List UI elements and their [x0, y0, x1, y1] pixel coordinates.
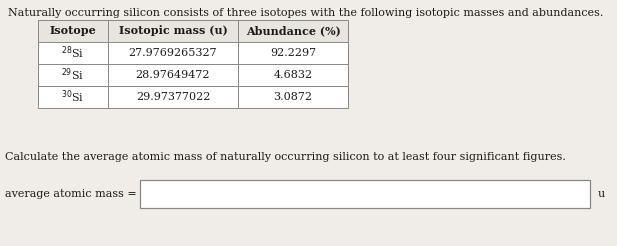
Bar — [108, 64, 238, 86]
Text: 28.97649472: 28.97649472 — [136, 70, 210, 80]
Bar — [108, 20, 238, 42]
Text: 27.9769265327: 27.9769265327 — [129, 48, 217, 58]
Text: $^{29}$Si: $^{29}$Si — [62, 67, 85, 83]
Bar — [140, 180, 590, 208]
Text: 3.0872: 3.0872 — [273, 92, 312, 102]
Bar — [238, 20, 348, 42]
Bar — [238, 64, 348, 86]
Text: Isotopic mass (u): Isotopic mass (u) — [118, 26, 228, 36]
Text: Isotope: Isotope — [49, 26, 96, 36]
Text: 4.6832: 4.6832 — [273, 70, 313, 80]
Text: Abundance (%): Abundance (%) — [246, 26, 341, 36]
Bar — [108, 42, 238, 64]
Text: 92.2297: 92.2297 — [270, 48, 316, 58]
Text: $^{30}$Si: $^{30}$Si — [61, 89, 85, 105]
Bar — [108, 86, 238, 108]
Text: Calculate the average atomic mass of naturally occurring silicon to at least fou: Calculate the average atomic mass of nat… — [5, 152, 566, 162]
Text: u: u — [598, 189, 605, 199]
Bar — [38, 64, 108, 86]
Bar — [38, 86, 108, 108]
Text: average atomic mass =: average atomic mass = — [5, 189, 137, 199]
Text: $^{28}$Si: $^{28}$Si — [61, 45, 85, 61]
Bar — [38, 42, 108, 64]
Text: Naturally occurring silicon consists of three isotopes with the following isotop: Naturally occurring silicon consists of … — [8, 8, 603, 18]
Bar — [238, 86, 348, 108]
Text: 29.97377022: 29.97377022 — [136, 92, 210, 102]
Bar — [38, 20, 108, 42]
Bar — [238, 42, 348, 64]
